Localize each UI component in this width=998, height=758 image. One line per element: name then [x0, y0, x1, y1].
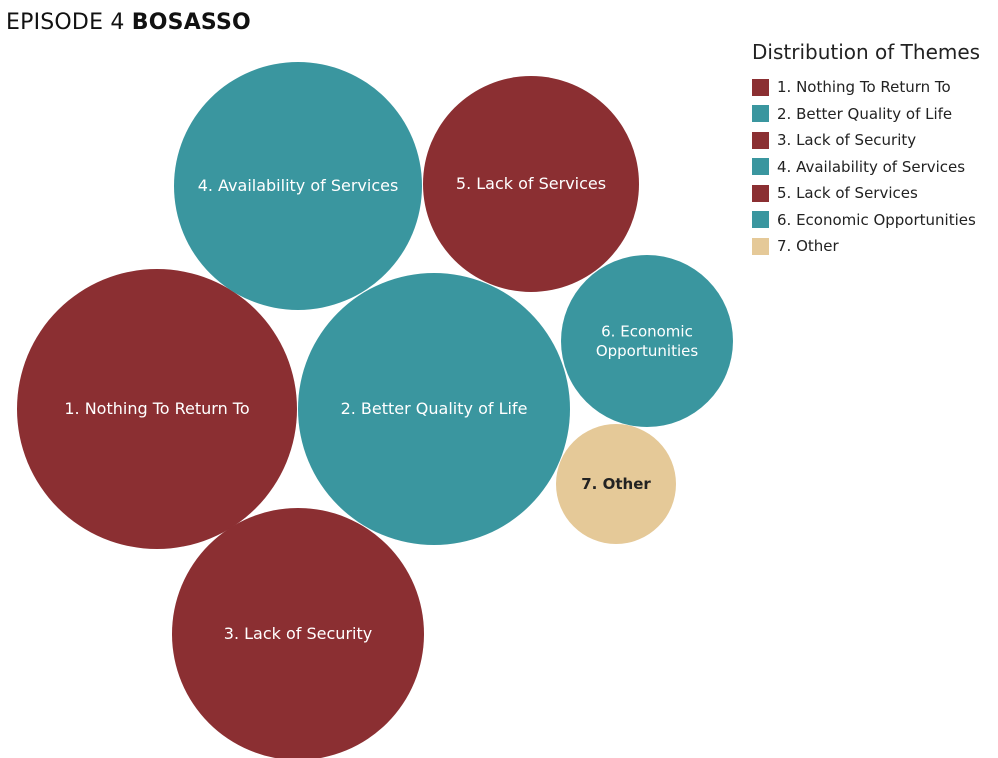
legend-item-7: 7. Other: [752, 233, 980, 260]
episode-label: EPISODE 4: [6, 10, 125, 35]
legend-label-1: 1. Nothing To Return To: [777, 78, 951, 97]
bubble-circle-5: [423, 76, 639, 292]
bubble-circle-6: [561, 255, 733, 427]
bubble-circle-1: [17, 269, 297, 549]
episode-heading: EPISODE 4 BOSASSO: [6, 10, 251, 35]
bubble-5: 5. Lack of Services: [423, 76, 639, 292]
legend-item-1: 1. Nothing To Return To: [752, 74, 980, 101]
bubble-4: 4. Availability of Services: [174, 62, 422, 310]
bubble-label-5: 5. Lack of Services: [456, 174, 606, 193]
legend-item-3: 3. Lack of Security: [752, 127, 980, 154]
legend-label-6: 6. Economic Opportunities: [777, 210, 976, 229]
bubble-1: 1. Nothing To Return To: [17, 269, 297, 549]
legend-swatch-3: [752, 131, 769, 149]
legend-item-6: 6. Economic Opportunities: [752, 207, 980, 234]
bubble-7: 7. Other: [556, 424, 676, 544]
episode-name: BOSASSO: [131, 10, 251, 35]
bubble-label-2: 2. Better Quality of Life: [341, 399, 528, 418]
bubble-circle-4: [174, 62, 422, 310]
bubble-label-7: 7. Other: [581, 475, 651, 493]
legend-items: 1. Nothing To Return To 2. Better Quality…: [752, 74, 980, 260]
legend-item-5: 5. Lack of Services: [752, 180, 980, 207]
bubble-circle-7: [556, 424, 676, 544]
bubble-2: 2. Better Quality of Life: [298, 273, 570, 545]
bubble-circle-2: [298, 273, 570, 545]
bubble-label-3: 3. Lack of Security: [224, 624, 372, 643]
legend-item-4: 4. Availability of Services: [752, 154, 980, 181]
legend-label-7: 7. Other: [777, 237, 839, 256]
legend-label-5: 5. Lack of Services: [777, 184, 918, 203]
bubble-6: 6. Economic Opportunities: [561, 255, 733, 427]
bubble-circle-3: [172, 508, 424, 758]
legend-swatch-2: [752, 105, 769, 123]
legend-swatch-4: [752, 158, 769, 176]
legend-swatch-1: [752, 78, 769, 96]
legend: Distribution of Themes 1. Nothing To Ret…: [752, 40, 980, 260]
legend-swatch-5: [752, 184, 769, 202]
bubble-label-6: 6. Economic Opportunities: [596, 322, 699, 360]
legend-label-3: 3. Lack of Security: [777, 131, 917, 150]
legend-label-2: 2. Better Quality of Life: [777, 104, 953, 123]
legend-swatch-7: [752, 237, 769, 255]
bubble-label-1: 1. Nothing To Return To: [64, 399, 249, 418]
bubble-label-4: 4. Availability of Services: [198, 176, 399, 195]
legend-label-4: 4. Availability of Services: [777, 157, 966, 176]
legend-title: Distribution of Themes: [752, 40, 981, 64]
bubble-3: 3. Lack of Security: [172, 508, 424, 758]
legend-item-2: 2. Better Quality of Life: [752, 101, 980, 128]
legend-swatch-6: [752, 211, 769, 229]
